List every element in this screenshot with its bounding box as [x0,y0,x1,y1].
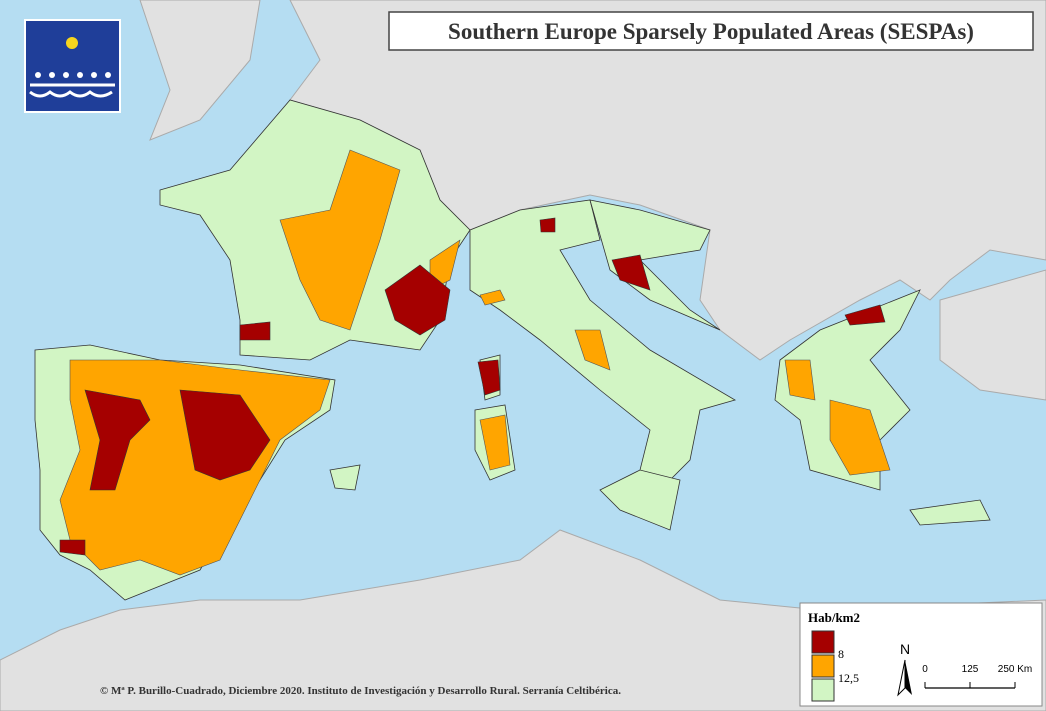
legend-swatch [811,654,835,678]
legend-label: 12,5 [838,671,859,685]
legend-label: 8 [838,647,844,661]
scale-label: 0 [922,664,928,675]
scale-bar: 0 125 250 Km [922,664,1032,689]
title-box [388,11,1034,51]
legend-swatch [811,630,835,654]
legend-title: Hab/km2 [808,610,860,625]
legend-swatch [811,678,835,702]
scale-label: 250 Km [998,664,1032,675]
legend-items: 812,5 [811,630,859,702]
class-8 [59,217,886,556]
title: Southern Europe Sparsely Populated Areas… [448,19,974,44]
legend-box [799,602,1043,707]
north-label: N [900,641,910,657]
credit: © Mª P. Burillo-Cuadrado, Diciembre 2020… [100,685,621,697]
north-arrow [905,660,912,695]
logo [24,19,121,113]
scale-label: 125 [962,664,979,675]
